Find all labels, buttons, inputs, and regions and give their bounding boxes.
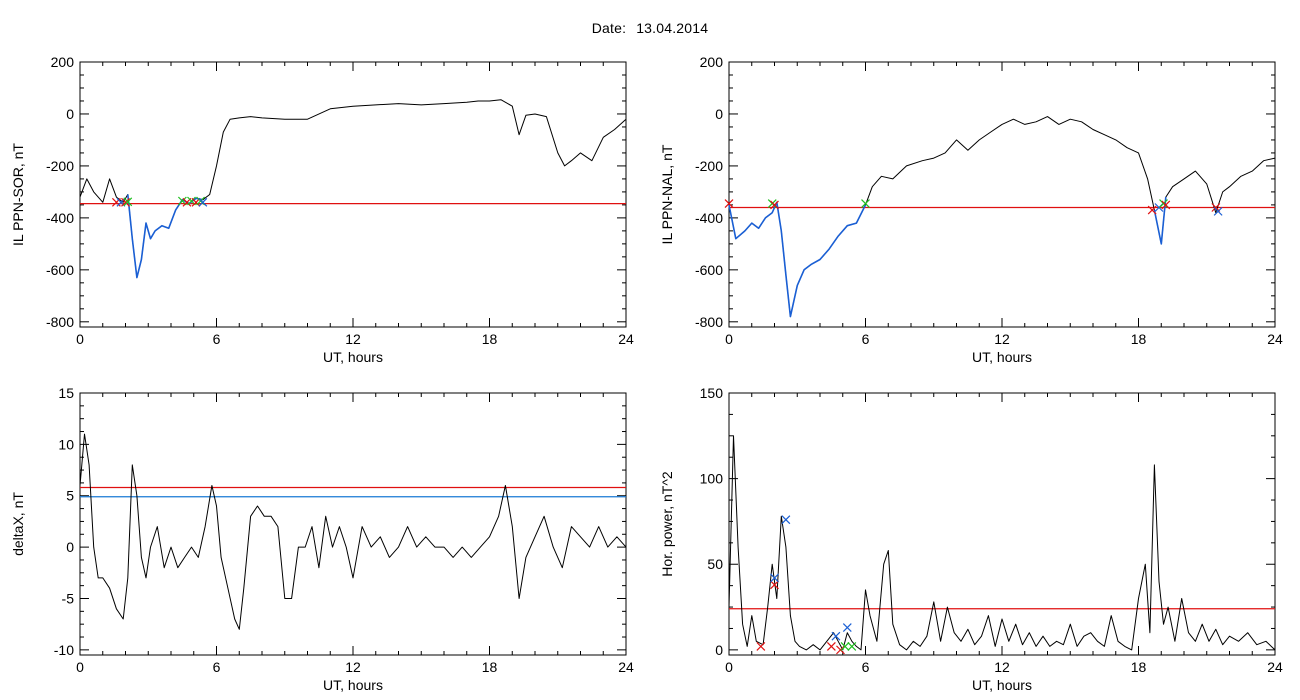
event-marker-red	[121, 197, 130, 207]
event-marker-blue	[842, 623, 852, 633]
date-label: Date:	[591, 20, 627, 36]
y-tick-label: -400	[46, 210, 74, 226]
series-highlight-segment	[1153, 197, 1167, 245]
event-marker-red	[111, 197, 121, 207]
y-tick-label: -200	[695, 158, 723, 174]
y-tick-label: 200	[51, 54, 75, 70]
y-tick-label: -600	[695, 262, 723, 278]
x-axis-label: UT, hours	[972, 677, 1032, 693]
event-marker-red	[1147, 205, 1157, 215]
event-marker-blue	[1213, 206, 1223, 216]
x-tick-label: 24	[1267, 331, 1283, 347]
x-tick-label: 18	[482, 659, 498, 675]
x-tick-label: 24	[1267, 659, 1283, 675]
x-tick-label: 12	[994, 331, 1010, 347]
y-tick-label: -800	[695, 314, 723, 330]
x-tick-label: 24	[618, 659, 634, 675]
x-tick-label: 6	[862, 331, 870, 347]
chart-panel-hor_power: 0 6 12 18 24 0 50 100 150 UT, hours Hor. power, nT…	[659, 385, 1283, 693]
y-tick-label: -400	[695, 210, 723, 226]
event-marker-blue	[770, 573, 779, 583]
y-tick-label: 100	[700, 471, 724, 487]
event-marker-blue	[198, 197, 208, 207]
event-marker-red	[836, 645, 845, 655]
y-tick-label: 200	[700, 54, 724, 70]
y-axis-label: IL PPN-SOR, nT	[10, 143, 26, 246]
y-tick-label: -10	[54, 642, 74, 658]
event-marker-red	[770, 580, 779, 590]
event-marker-red	[770, 200, 779, 210]
series-line	[728, 116, 1276, 318]
x-axis-label: UT, hours	[972, 349, 1032, 365]
x-tick-label: 12	[994, 659, 1010, 675]
chart-suptitle: Date: 13.04.2014	[0, 20, 1300, 36]
y-axis-label: Hor. power, nT^2	[659, 471, 675, 577]
event-marker-green	[861, 199, 870, 209]
series-highlight-segment	[728, 201, 867, 318]
event-marker-green	[196, 196, 205, 206]
x-tick-label: 6	[213, 659, 221, 675]
y-tick-label: 0	[66, 106, 74, 122]
y-axis-label: deltaX, nT	[10, 492, 26, 556]
event-marker-green	[123, 197, 133, 207]
y-tick-label: 0	[66, 539, 74, 555]
x-tick-label: 18	[1131, 331, 1147, 347]
x-tick-label: 6	[862, 659, 870, 675]
x-tick-label: 18	[1131, 659, 1147, 675]
x-tick-label: 6	[213, 331, 221, 347]
x-tick-label: 18	[482, 331, 498, 347]
event-marker-red	[756, 642, 766, 651]
event-marker-red	[724, 199, 734, 209]
chart-panel-ppn_sor: 0 6 12 18 24 -800 -600 -400 -200 0 200 UT, hours IL …	[10, 54, 634, 365]
y-tick-label: 150	[700, 385, 724, 401]
date-value: 13.04.2014	[636, 20, 709, 36]
x-axis-label: UT, hours	[323, 349, 383, 365]
series-highlight-segment	[127, 194, 204, 279]
y-tick-label: 5	[66, 488, 74, 504]
event-marker-green	[847, 642, 857, 651]
plot-frame	[79, 392, 627, 656]
x-tick-label: 0	[76, 659, 84, 675]
series-line	[79, 99, 627, 279]
y-tick-label: 15	[58, 385, 74, 401]
x-tick-label: 12	[345, 659, 361, 675]
y-tick-label: -200	[46, 158, 74, 174]
chart-panel-deltax: 0 6 12 18 24 -10 -5 0 5 10 15 UT, hours deltaX, nT	[10, 385, 634, 693]
series-line	[79, 433, 627, 630]
y-tick-label: -5	[62, 590, 75, 606]
event-marker-red	[1161, 200, 1171, 210]
series-line	[728, 435, 1276, 651]
event-marker-green	[1159, 199, 1168, 209]
event-marker-green	[840, 642, 850, 651]
x-axis-label: UT, hours	[323, 677, 383, 693]
plot-frame	[728, 392, 1276, 656]
y-tick-label: 50	[707, 556, 723, 572]
chart-panel-ppn_nal: 0 6 12 18 24 -800 -600 -400 -200 0 200 UT, hours IL …	[659, 54, 1283, 365]
y-axis-label: IL PPN-NAL, nT	[659, 144, 675, 244]
y-tick-label: -800	[46, 314, 74, 330]
x-tick-label: 12	[345, 331, 361, 347]
event-marker-blue	[831, 631, 841, 641]
y-tick-label: 0	[715, 106, 723, 122]
y-tick-label: 0	[715, 642, 723, 658]
event-marker-blue	[781, 515, 791, 525]
event-marker-green	[767, 199, 777, 209]
plot-frame	[728, 61, 1276, 328]
x-tick-label: 24	[618, 331, 634, 347]
y-tick-label: -600	[46, 262, 74, 278]
plot-frame	[79, 61, 627, 328]
x-tick-label: 0	[76, 331, 84, 347]
event-marker-red	[826, 642, 836, 651]
x-tick-label: 0	[725, 659, 733, 675]
y-tick-label: 10	[58, 436, 74, 452]
x-tick-label: 0	[725, 331, 733, 347]
